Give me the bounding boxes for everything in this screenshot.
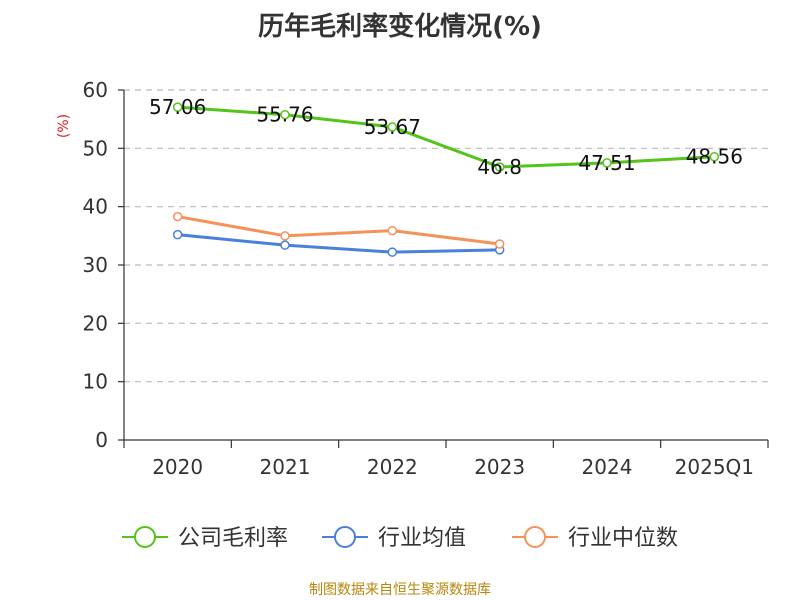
series-line-0 [177,105,715,169]
data-point[interactable] [387,247,398,257]
data-point[interactable] [172,211,183,222]
y-axis-label: (%) [56,114,72,138]
data-source-note: 制图数据来自恒生聚源数据库 [309,582,491,598]
data-point[interactable] [172,229,183,240]
data-point[interactable] [387,122,398,132]
legend-label[interactable]: 行业均值 [378,526,466,551]
data-point[interactable] [602,158,612,168]
legend-label[interactable]: 行业中位数 [568,526,678,551]
data-point[interactable] [280,240,290,250]
data-point[interactable] [280,109,290,120]
x-tick-label: 2024 [582,455,633,479]
y-tick-label: 0 [95,428,108,452]
data-label: 48.56 [686,145,743,169]
data-label: 46.8 [477,155,522,179]
y-tick-label: 30 [83,253,108,277]
series-line-1 [177,233,500,254]
y-tick-label: 50 [83,136,108,160]
data-point[interactable] [172,102,183,112]
data-label: 47.51 [578,151,635,175]
x-tick-label: 2025Q1 [675,455,754,479]
data-label: 55.76 [256,103,313,127]
series-line-2 [177,215,500,246]
data-label: 57.06 [149,95,206,119]
legend-swatch-marker [334,526,356,548]
data-point[interactable] [280,231,290,241]
data-point[interactable] [494,239,505,249]
legend-label[interactable]: 公司毛利率 [178,526,288,551]
x-tick-label: 2022 [367,455,418,479]
data-point[interactable] [387,225,398,236]
y-tick-label: 40 [83,195,108,219]
legend-swatch-marker [524,526,546,548]
y-tick-label: 20 [83,311,108,335]
data-point[interactable] [709,151,720,162]
data-point[interactable] [494,162,505,172]
x-tick-label: 2021 [260,455,311,479]
y-tick-label: 60 [83,78,108,102]
legend-swatch-marker [134,526,156,548]
x-tick-label: 2020 [152,455,203,479]
x-tick-label: 2023 [474,455,525,479]
y-tick-label: 10 [83,370,108,394]
chart-title: 历年毛利率变化情况(%) [258,12,542,42]
data-label: 53.67 [364,115,421,139]
